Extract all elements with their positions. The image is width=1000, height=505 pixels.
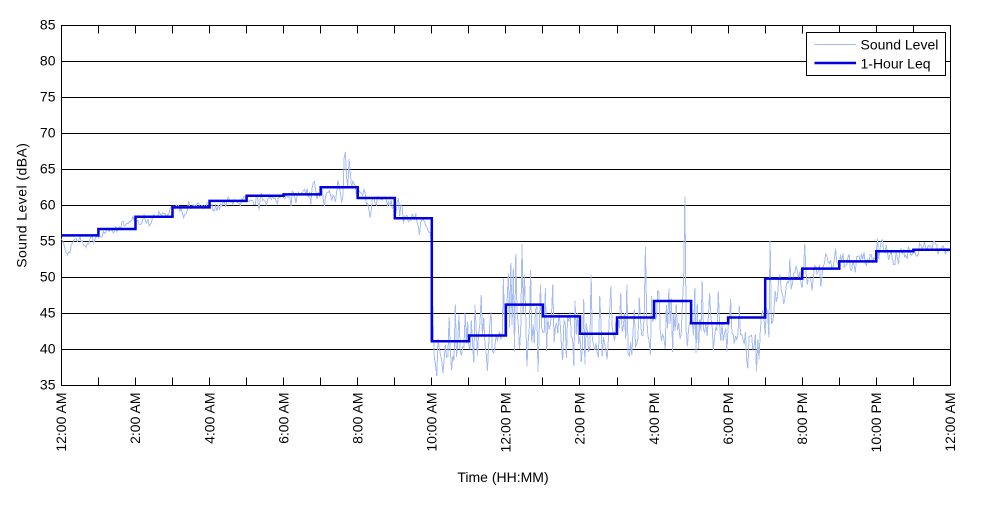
svg-text:65: 65: [40, 161, 56, 177]
svg-text:8:00 PM: 8:00 PM: [794, 393, 810, 445]
svg-text:40: 40: [40, 341, 56, 357]
svg-text:1-Hour Leq: 1-Hour Leq: [861, 56, 931, 72]
svg-text:55: 55: [40, 233, 56, 249]
svg-text:Time (HH:MM): Time (HH:MM): [457, 469, 548, 485]
svg-text:12:00 AM: 12:00 AM: [53, 393, 69, 452]
svg-text:4:00 AM: 4:00 AM: [201, 393, 217, 444]
svg-text:75: 75: [40, 89, 56, 105]
svg-text:12:00 AM: 12:00 AM: [942, 393, 958, 452]
svg-text:8:00 AM: 8:00 AM: [349, 393, 365, 444]
svg-text:6:00 AM: 6:00 AM: [275, 393, 291, 444]
svg-text:6:00 PM: 6:00 PM: [720, 393, 736, 445]
svg-text:Sound Level (dBA): Sound Level (dBA): [14, 143, 30, 268]
svg-text:45: 45: [40, 305, 56, 321]
svg-text:70: 70: [40, 125, 56, 141]
svg-text:2:00 AM: 2:00 AM: [127, 393, 143, 444]
svg-text:80: 80: [40, 53, 56, 69]
svg-text:12:00 PM: 12:00 PM: [498, 392, 514, 452]
svg-text:35: 35: [40, 377, 56, 393]
svg-text:2:00 PM: 2:00 PM: [572, 393, 588, 445]
svg-text:50: 50: [40, 269, 56, 285]
svg-text:Sound Level: Sound Level: [861, 37, 939, 53]
svg-text:4:00 PM: 4:00 PM: [646, 393, 662, 445]
svg-text:60: 60: [40, 197, 56, 213]
svg-text:85: 85: [40, 17, 56, 33]
svg-text:10:00 PM: 10:00 PM: [868, 393, 884, 453]
svg-text:10:00 AM: 10:00 AM: [424, 393, 440, 452]
